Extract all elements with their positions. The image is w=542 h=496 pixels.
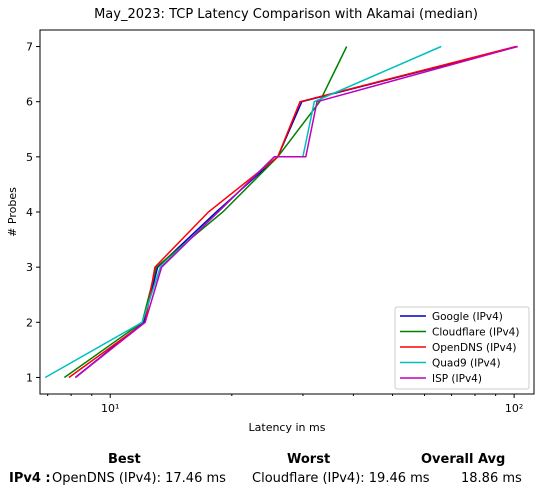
legend-entry: ISP (IPv4) [432,373,482,385]
best-header: Best [108,452,141,467]
y-tick-label: 5 [26,151,33,164]
worst-value: Cloudflare (IPv4): 19.46 ms [252,471,430,486]
y-tick-label: 3 [26,261,33,274]
overall-avg-value: 18.86 ms [461,471,522,486]
series-line-3 [44,45,442,379]
y-axis-ticks: 1 2 3 4 5 6 7 [26,41,40,384]
legend-box [394,306,530,390]
worst-header: Worst [287,452,331,467]
legend-entry: Quad9 (IPv4) [432,358,501,370]
y-tick-label: 7 [26,41,33,54]
x-axis-label: Latency in ms [249,421,326,434]
x-tick-label: 10² [505,402,523,415]
legend-entry: OpenDNS (IPv4) [432,342,517,354]
legend-entry: Cloudflare (IPv4) [432,327,519,339]
series-line-1 [63,46,348,379]
overall-avg-header: Overall Avg [421,452,506,467]
x-axis-ticks: 10¹ 10² [47,394,523,415]
chart-title: May_2023: TCP Latency Comparison with Ak… [94,7,478,22]
y-tick-label: 2 [26,316,33,329]
best-value: OpenDNS (IPv4): 17.46 ms [52,471,226,486]
y-axis-label: # Probes [6,187,19,237]
y-tick-label: 6 [26,96,33,109]
x-tick-label: 10¹ [101,402,119,415]
ipv4-row-label: IPv4 : [9,471,51,486]
series-line-4 [74,45,518,379]
legend-entry: Google (IPv4) [432,311,503,323]
summary-panel: Best Worst Overall Avg IPv4 : OpenDNS (I… [0,448,542,496]
plot-lines [44,45,518,379]
latency-chart: May_2023: TCP Latency Comparison with Ak… [6,7,535,434]
y-tick-label: 4 [26,206,33,219]
legend: Google (IPv4) Cloudflare (IPv4) OpenDNS (I… [394,306,530,390]
y-tick-label: 1 [26,371,33,384]
